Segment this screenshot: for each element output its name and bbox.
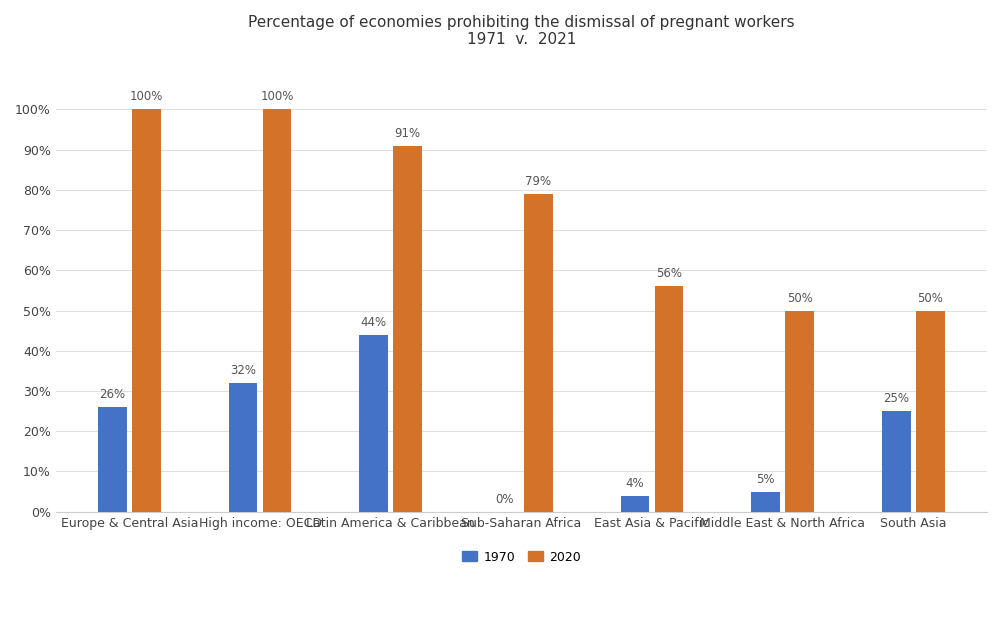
Bar [98,407,127,512]
Text: 4%: 4% [625,476,644,489]
Text: 32%: 32% [230,364,257,377]
Bar [360,335,388,512]
Bar [654,286,683,512]
Bar [228,383,258,512]
Bar [916,310,945,512]
Bar [752,491,780,512]
Bar [620,496,649,512]
Text: 44%: 44% [361,316,387,329]
Bar [882,411,911,512]
Bar [786,310,814,512]
Text: 50%: 50% [787,292,813,305]
Text: 50%: 50% [918,292,943,305]
Bar [132,109,160,512]
Text: 100%: 100% [129,90,163,103]
Text: 100%: 100% [261,90,294,103]
Text: 26%: 26% [99,388,125,401]
Bar [394,146,422,512]
Text: 5%: 5% [757,473,775,486]
Title: Percentage of economies prohibiting the dismissal of pregnant workers
1971  v.  : Percentage of economies prohibiting the … [248,15,795,48]
Text: 91%: 91% [395,127,421,140]
Legend: 1970, 2020: 1970, 2020 [457,546,585,569]
Text: 79%: 79% [525,175,551,188]
Bar [263,109,292,512]
Text: 25%: 25% [884,392,910,405]
Text: 0%: 0% [495,493,514,506]
Text: 56%: 56% [656,268,682,281]
Bar [524,194,553,512]
